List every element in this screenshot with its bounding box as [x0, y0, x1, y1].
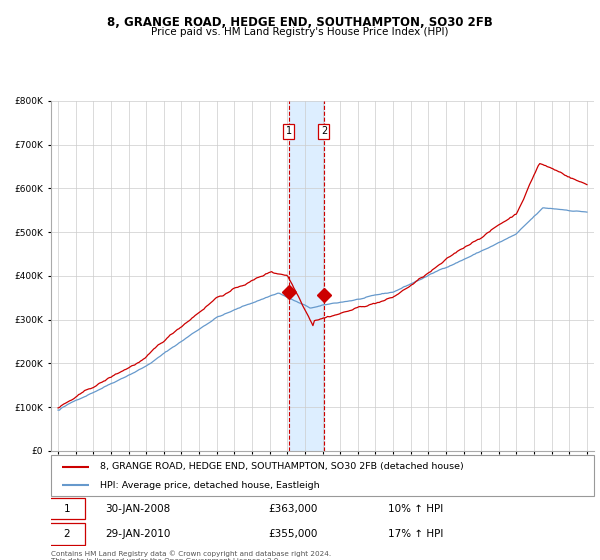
Text: £363,000: £363,000: [268, 503, 317, 514]
Text: 1: 1: [64, 503, 70, 514]
Text: HPI: Average price, detached house, Eastleigh: HPI: Average price, detached house, East…: [100, 480, 319, 489]
Text: Price paid vs. HM Land Registry's House Price Index (HPI): Price paid vs. HM Land Registry's House …: [151, 27, 449, 37]
Text: 17% ↑ HPI: 17% ↑ HPI: [388, 529, 443, 539]
Text: 29-JAN-2010: 29-JAN-2010: [106, 529, 170, 539]
Text: 30-JAN-2008: 30-JAN-2008: [106, 503, 170, 514]
Text: 8, GRANGE ROAD, HEDGE END, SOUTHAMPTON, SO30 2FB (detached house): 8, GRANGE ROAD, HEDGE END, SOUTHAMPTON, …: [100, 462, 464, 471]
FancyBboxPatch shape: [48, 524, 85, 545]
Text: £355,000: £355,000: [268, 529, 317, 539]
Text: 8, GRANGE ROAD, HEDGE END, SOUTHAMPTON, SO30 2FB: 8, GRANGE ROAD, HEDGE END, SOUTHAMPTON, …: [107, 16, 493, 29]
FancyBboxPatch shape: [48, 498, 85, 519]
Bar: [289, 101, 324, 451]
Text: Contains HM Land Registry data © Crown copyright and database right 2024.
This d: Contains HM Land Registry data © Crown c…: [51, 550, 331, 560]
FancyBboxPatch shape: [51, 455, 594, 496]
Text: 10% ↑ HPI: 10% ↑ HPI: [388, 503, 443, 514]
Text: 2: 2: [64, 529, 70, 539]
Text: 2: 2: [321, 127, 327, 137]
Text: 1: 1: [286, 127, 292, 137]
